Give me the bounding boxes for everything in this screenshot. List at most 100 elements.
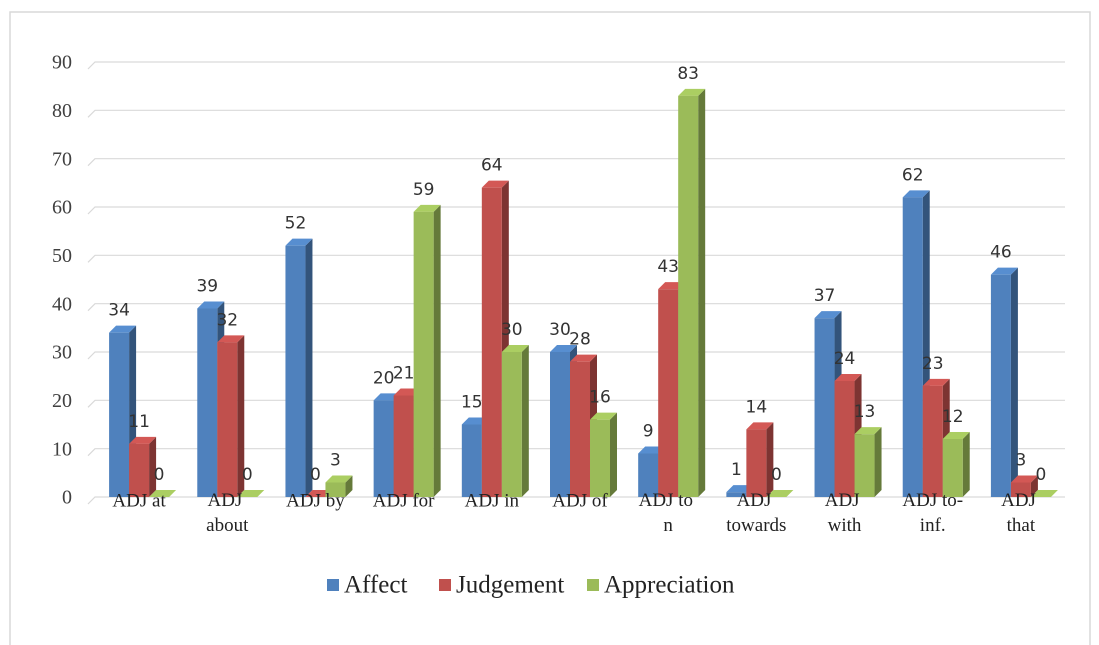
bar (325, 482, 346, 497)
value-label: 0 (1035, 465, 1046, 485)
bar (129, 443, 150, 497)
grid-line (87, 158, 1065, 167)
bar (1010, 482, 1031, 497)
y-tick-label: 50 (52, 245, 72, 267)
bar (570, 361, 590, 497)
value-label: 3 (330, 451, 341, 471)
x-tick-label: ADJ that (1001, 490, 1041, 536)
value-label: 0 (771, 465, 782, 485)
legend-label: Judgement (456, 572, 564, 599)
value-label: 0 (154, 465, 165, 485)
y-tick-label: 60 (52, 197, 72, 219)
bar-side (345, 475, 353, 497)
bar-top (237, 490, 265, 497)
legend-swatch (439, 579, 451, 591)
grid-line (87, 399, 1065, 408)
value-label: 64 (481, 156, 503, 176)
y-tick-label: 80 (52, 100, 72, 122)
bar (834, 381, 855, 497)
bar (678, 95, 699, 497)
bar-top (854, 427, 882, 435)
bar (658, 289, 679, 497)
value-label: 9 (643, 422, 654, 442)
bar (902, 197, 923, 498)
bar-side (237, 335, 245, 497)
value-label: 20 (373, 368, 395, 388)
bar-side (698, 88, 706, 497)
bar-side (874, 427, 882, 497)
bar-side (766, 422, 774, 497)
bar (461, 424, 482, 497)
grid-line (87, 109, 1065, 118)
bar (109, 332, 130, 497)
value-label: 24 (834, 349, 856, 369)
bar-top (942, 432, 970, 439)
bar-top (501, 345, 529, 352)
bar-top (285, 238, 313, 246)
value-label: 3 (1015, 451, 1026, 471)
bar-top (746, 422, 774, 430)
bar (285, 245, 306, 497)
bar (726, 492, 747, 497)
bar-top (814, 311, 842, 319)
value-label: 30 (501, 320, 523, 340)
value-label: 15 (461, 393, 483, 413)
y-tick-label: 10 (52, 438, 72, 460)
y-tick-label: 20 (52, 390, 72, 412)
x-tick-label: ADJ to n (639, 490, 698, 536)
y-tick-label: 90 (52, 52, 72, 74)
x-tick-label: ADJ at (112, 490, 166, 511)
bar-top (413, 204, 441, 212)
bar (481, 187, 502, 497)
bar (990, 274, 1011, 497)
value-label: 43 (657, 257, 679, 277)
bar-top (149, 490, 177, 497)
value-label: 30 (549, 320, 571, 340)
bar-side (521, 345, 529, 497)
bar-top (129, 436, 157, 444)
bar (197, 308, 218, 497)
bar-top (570, 354, 597, 362)
x-tick-label: ADJ about (206, 490, 249, 536)
bar-top (217, 335, 245, 343)
bar-side (610, 412, 617, 497)
bar-top (990, 267, 1018, 275)
bar-top (550, 345, 577, 352)
bar-top (109, 325, 137, 333)
value-label: 14 (746, 397, 768, 417)
legend-label: Appreciation (604, 572, 735, 599)
grid-line (87, 206, 1065, 215)
bar (550, 352, 570, 497)
bar-top (678, 88, 706, 96)
bar-top (902, 190, 930, 198)
bar-top (325, 475, 353, 483)
bar (373, 400, 394, 497)
y-tick-label: 40 (52, 293, 72, 315)
y-tick-label: 70 (52, 148, 72, 170)
legend-swatch (587, 579, 599, 591)
grid-line (87, 303, 1065, 312)
bar-side (1030, 475, 1038, 497)
value-label: 62 (902, 165, 924, 185)
y-tick-label: 0 (62, 487, 72, 509)
x-tick-label: ADJ of (552, 490, 608, 511)
x-tick-label: ADJ for (373, 490, 435, 511)
bar-side (149, 436, 157, 497)
bar (814, 318, 835, 497)
legend-label: Affect (344, 572, 407, 599)
value-label: 0 (310, 465, 321, 485)
x-tick-label: ADJ in (465, 490, 520, 511)
bar (217, 342, 238, 497)
value-label: 83 (677, 64, 699, 84)
bar-top (481, 180, 509, 188)
grid-line (87, 448, 1065, 457)
value-label: 16 (589, 388, 611, 408)
value-label: 28 (569, 330, 591, 350)
bar-side (962, 432, 970, 497)
bar (746, 429, 767, 497)
x-tick-label: ADJ with (825, 490, 865, 536)
value-label: 23 (922, 354, 944, 374)
grid-line (87, 351, 1065, 360)
bar (393, 395, 414, 497)
